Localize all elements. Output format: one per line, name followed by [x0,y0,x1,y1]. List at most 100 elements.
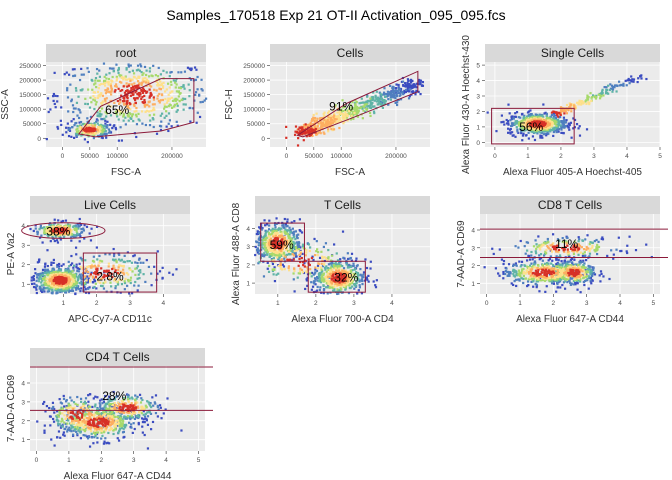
density-point [573,107,576,110]
density-point [69,83,72,86]
density-point [55,285,59,288]
density-point [104,119,107,122]
density-point [66,279,70,282]
density-point [74,236,77,239]
density-point [359,268,362,271]
density-point [391,86,394,90]
density-point [146,103,149,106]
density-point [585,128,589,131]
density-point [610,84,614,87]
density-point [88,232,91,235]
density-point [176,104,179,107]
density-point [80,231,83,234]
density-point [68,271,71,274]
density-point [94,275,98,278]
density-point [159,80,162,83]
density-point [175,120,178,123]
density-point [91,275,94,278]
density-point [66,96,70,99]
y-tick-label: 150000 [243,92,265,99]
density-point [283,268,286,271]
density-point [119,113,122,116]
density-point [72,233,75,236]
density-point [585,99,588,102]
density-point [148,124,152,127]
density-point [109,123,112,126]
density-point [353,102,357,105]
density-point [301,271,305,274]
density-point [65,270,69,273]
density-point [315,129,318,132]
density-point [200,88,203,91]
density-point [541,259,544,262]
density-point [135,115,138,118]
density-point [515,111,519,114]
density-point [386,90,390,93]
density-point [39,275,42,278]
density-point [502,259,506,263]
density-point [390,93,393,96]
x-tick-label: 0 [285,153,289,160]
density-point [286,218,289,221]
density-point [35,291,38,295]
density-point [161,85,165,88]
density-point [60,123,63,127]
density-point [309,121,312,125]
density-point [369,97,372,100]
density-point [82,283,86,286]
density-point [130,86,133,90]
density-point [555,124,558,127]
density-point [533,138,537,142]
density-point [153,103,156,106]
density-point [128,70,131,74]
density-point [36,231,39,234]
density-point [114,126,117,130]
density-point [93,264,97,267]
density-point [116,77,119,80]
density-point [145,109,149,112]
density-point [56,100,59,103]
density-point [194,78,198,81]
density-point [132,93,135,96]
density-point [52,225,55,228]
density-point [520,131,523,135]
gate-percentage-label: 2.8% [96,269,124,283]
density-point [152,98,156,101]
density-point [254,253,257,257]
density-point [519,239,522,243]
density-point [177,95,180,98]
density-point [392,87,395,90]
density-point [41,273,44,276]
density-point [63,235,66,238]
density-point [110,88,113,91]
density-point [320,268,323,271]
density-point [89,132,92,135]
density-point [336,115,339,119]
density-point [47,284,50,287]
density-point [534,252,538,255]
density-point [330,284,333,287]
density-point [155,132,159,135]
density-point [315,289,319,292]
density-point [180,71,183,74]
density-point [141,91,145,94]
density-point [120,283,124,286]
density-point [518,260,521,263]
density-point [58,236,61,239]
density-point [579,291,582,294]
density-point [532,285,535,288]
density-point [311,285,315,288]
density-point [314,266,317,269]
density-point [155,80,158,83]
density-point [120,264,124,268]
density-point [556,113,559,116]
density-point [156,75,160,78]
density-point [127,91,130,94]
density-point [83,224,86,227]
density-point [590,99,593,103]
density-point [105,97,108,100]
density-point [287,265,291,268]
density-point [107,102,110,106]
density-point [78,262,81,265]
